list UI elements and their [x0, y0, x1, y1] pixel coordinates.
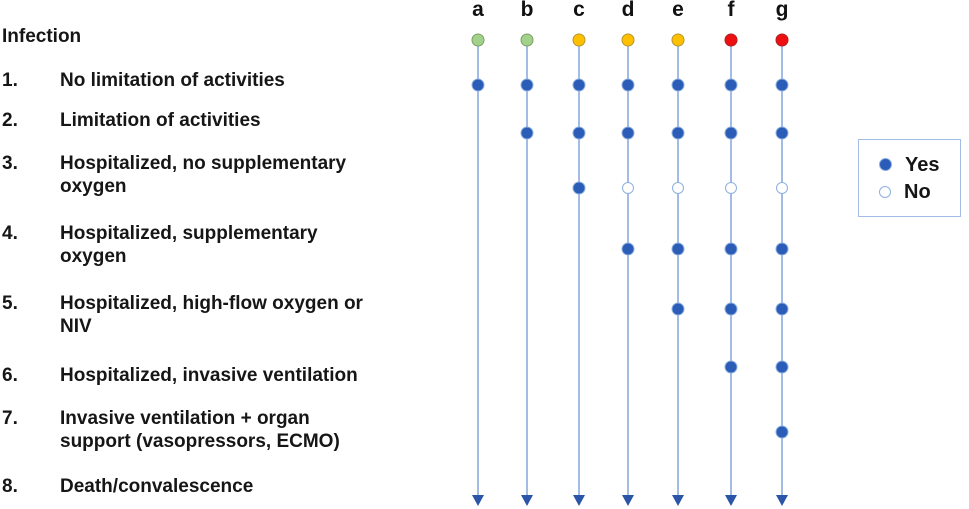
trajectory-line-e — [677, 40, 679, 497]
severity-item-text: Hospitalized, high-flow oxygen or NIV — [60, 293, 363, 337]
column-letter-a: a — [472, 0, 484, 21]
severity-item-number: 1. — [2, 70, 18, 91]
level-1-yes-dot-a — [471, 78, 485, 92]
trajectory-line-a — [477, 40, 479, 497]
column-letter-b: b — [520, 0, 534, 21]
level-3-no-dot-d — [622, 182, 634, 194]
level-2-yes-dot-g — [775, 126, 789, 140]
severity-item-text: Limitation of activities — [60, 110, 261, 131]
arrowhead-icon-g — [776, 495, 788, 506]
infection-dot-e — [671, 33, 685, 47]
arrowhead-icon-a — [472, 495, 484, 506]
level-4-yes-dot-g — [775, 242, 789, 256]
column-letter-c: c — [573, 0, 585, 21]
legend-yes-dot-icon — [879, 158, 892, 171]
severity-item-text: Invasive ventilation + organ support (va… — [60, 408, 340, 452]
level-2-yes-dot-c — [572, 126, 586, 140]
severity-item-7: 7. Invasive ventilation + organ support … — [2, 407, 452, 453]
column-letter-f: f — [727, 0, 735, 21]
severity-item-number: 2. — [2, 110, 18, 131]
level-6-yes-dot-g — [775, 360, 789, 374]
arrowhead-icon-f — [725, 495, 737, 506]
severity-item-text: Hospitalized, supplementary oxygen — [60, 223, 318, 267]
level-3-yes-dot-c — [572, 181, 586, 195]
infection-dot-d — [621, 33, 635, 47]
level-3-no-dot-g — [776, 182, 788, 194]
arrowhead-icon-d — [622, 495, 634, 506]
trajectory-line-b — [526, 40, 528, 497]
infection-dot-c — [572, 33, 586, 47]
arrowhead-icon-c — [573, 495, 585, 506]
severity-item-8: 8. Death/convalescence — [2, 475, 452, 498]
severity-item-number: 4. — [2, 223, 18, 244]
arrowhead-icon-b — [521, 495, 533, 506]
severity-item-text: Death/convalescence — [60, 476, 254, 497]
trajectory-line-d — [627, 40, 629, 497]
level-5-yes-dot-e — [671, 302, 685, 316]
level-1-yes-dot-b — [520, 78, 534, 92]
level-4-yes-dot-e — [671, 242, 685, 256]
trajectory-line-c — [578, 40, 580, 497]
level-6-yes-dot-f — [724, 360, 738, 374]
level-2-yes-dot-d — [621, 126, 635, 140]
legend-box: Yes No — [858, 139, 961, 217]
level-4-yes-dot-f — [724, 242, 738, 256]
trajectory-line-f — [730, 40, 732, 497]
severity-item-text: No limitation of activities — [60, 70, 285, 91]
level-5-yes-dot-g — [775, 302, 789, 316]
severity-item-1: 1. No limitation of activities — [2, 69, 452, 92]
severity-item-number: 7. — [2, 408, 18, 429]
level-2-yes-dot-e — [671, 126, 685, 140]
infection-dot-a — [471, 33, 485, 47]
legend-yes-label: Yes — [905, 153, 940, 176]
column-letter-g: g — [775, 0, 789, 21]
level-3-no-dot-f — [725, 182, 737, 194]
severity-item-2: 2. Limitation of activities — [2, 109, 452, 132]
level-1-yes-dot-f — [724, 78, 738, 92]
infection-row-label: Infection — [2, 26, 82, 47]
level-3-no-dot-e — [672, 182, 684, 194]
level-5-yes-dot-f — [724, 302, 738, 316]
level-1-yes-dot-c — [572, 78, 586, 92]
level-7-yes-dot-g — [775, 425, 789, 439]
column-letter-d: d — [621, 0, 635, 21]
infection-dot-f — [724, 33, 738, 47]
legend-no-label: No — [904, 180, 931, 203]
level-2-yes-dot-f — [724, 126, 738, 140]
legend-no-dot-icon — [879, 185, 891, 198]
severity-item-text: Hospitalized, no supplementary oxygen — [60, 153, 347, 197]
severity-item-text: Hospitalized, invasive ventilation — [60, 365, 358, 386]
severity-item-number: 8. — [2, 476, 18, 497]
severity-item-5: 5. Hospitalized, high-flow oxygen or NIV — [2, 292, 452, 338]
arrowhead-icon-e — [672, 495, 684, 506]
level-2-yes-dot-b — [520, 126, 534, 140]
legend-item-yes: Yes — [879, 155, 960, 175]
column-letter-e: e — [672, 0, 684, 21]
infection-dot-b — [520, 33, 534, 47]
legend-item-no: No — [879, 182, 960, 202]
level-1-yes-dot-g — [775, 78, 789, 92]
severity-item-4: 4. Hospitalized, supplementary oxygen — [2, 222, 452, 268]
severity-item-3: 3. Hospitalized, no supplementary oxygen — [2, 152, 452, 198]
level-1-yes-dot-e — [671, 78, 685, 92]
severity-item-6: 6. Hospitalized, invasive ventilation — [2, 364, 452, 387]
trajectory-line-g — [781, 40, 783, 497]
level-1-yes-dot-d — [621, 78, 635, 92]
infection-dot-g — [775, 33, 789, 47]
level-4-yes-dot-d — [621, 242, 635, 256]
severity-item-number: 6. — [2, 365, 18, 386]
severity-item-number: 5. — [2, 293, 18, 314]
severity-item-number: 3. — [2, 153, 18, 174]
